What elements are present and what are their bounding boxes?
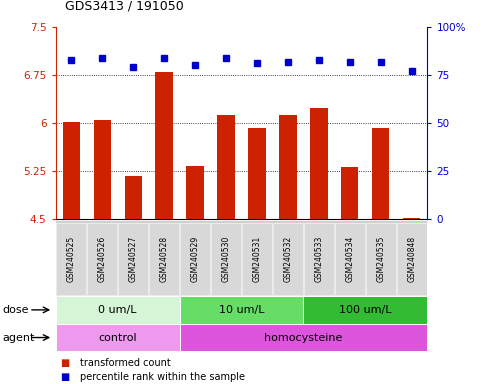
Text: 0 um/L: 0 um/L xyxy=(98,305,137,315)
Text: homocysteine: homocysteine xyxy=(264,333,342,343)
Bar xyxy=(341,167,358,219)
Bar xyxy=(273,223,302,295)
Text: GSM240528: GSM240528 xyxy=(159,235,169,282)
Bar xyxy=(242,223,271,295)
Bar xyxy=(217,115,235,219)
Text: control: control xyxy=(98,333,137,343)
Text: agent: agent xyxy=(2,333,35,343)
Bar xyxy=(62,122,80,219)
Bar xyxy=(398,223,426,295)
Bar xyxy=(118,223,148,295)
Bar xyxy=(304,223,334,295)
Bar xyxy=(56,296,180,324)
Bar xyxy=(56,324,180,351)
Bar xyxy=(212,223,241,295)
Bar xyxy=(87,223,116,295)
Text: dose: dose xyxy=(2,305,29,315)
Bar xyxy=(311,108,327,219)
Bar xyxy=(280,115,297,219)
Text: GSM240534: GSM240534 xyxy=(345,235,355,282)
Text: GSM240525: GSM240525 xyxy=(67,235,75,282)
Bar xyxy=(335,223,365,295)
Text: GSM240527: GSM240527 xyxy=(128,235,138,282)
Text: percentile rank within the sample: percentile rank within the sample xyxy=(80,372,245,382)
Bar xyxy=(303,296,427,324)
Bar xyxy=(248,127,266,219)
Bar xyxy=(180,296,303,324)
Bar xyxy=(94,120,111,219)
Text: GSM240533: GSM240533 xyxy=(314,235,324,282)
Text: GSM240530: GSM240530 xyxy=(222,235,230,282)
Bar xyxy=(367,223,396,295)
Text: transformed count: transformed count xyxy=(80,358,170,368)
Bar xyxy=(57,223,85,295)
Text: ■: ■ xyxy=(60,372,70,382)
Text: 10 um/L: 10 um/L xyxy=(219,305,264,315)
Text: GSM240529: GSM240529 xyxy=(190,235,199,282)
Bar xyxy=(181,223,210,295)
Bar xyxy=(180,324,427,351)
Bar xyxy=(186,166,203,219)
Bar xyxy=(149,223,179,295)
Text: GSM240848: GSM240848 xyxy=(408,235,416,282)
Bar xyxy=(372,127,389,219)
Text: ■: ■ xyxy=(60,358,70,368)
Text: GSM240535: GSM240535 xyxy=(376,235,385,282)
Text: GSM240532: GSM240532 xyxy=(284,235,293,282)
Text: GSM240531: GSM240531 xyxy=(253,235,261,282)
Bar xyxy=(156,73,172,219)
Text: GDS3413 / 191050: GDS3413 / 191050 xyxy=(65,0,184,12)
Text: 100 um/L: 100 um/L xyxy=(339,305,392,315)
Text: GSM240526: GSM240526 xyxy=(98,235,107,282)
Bar xyxy=(125,175,142,219)
Bar xyxy=(403,218,421,219)
